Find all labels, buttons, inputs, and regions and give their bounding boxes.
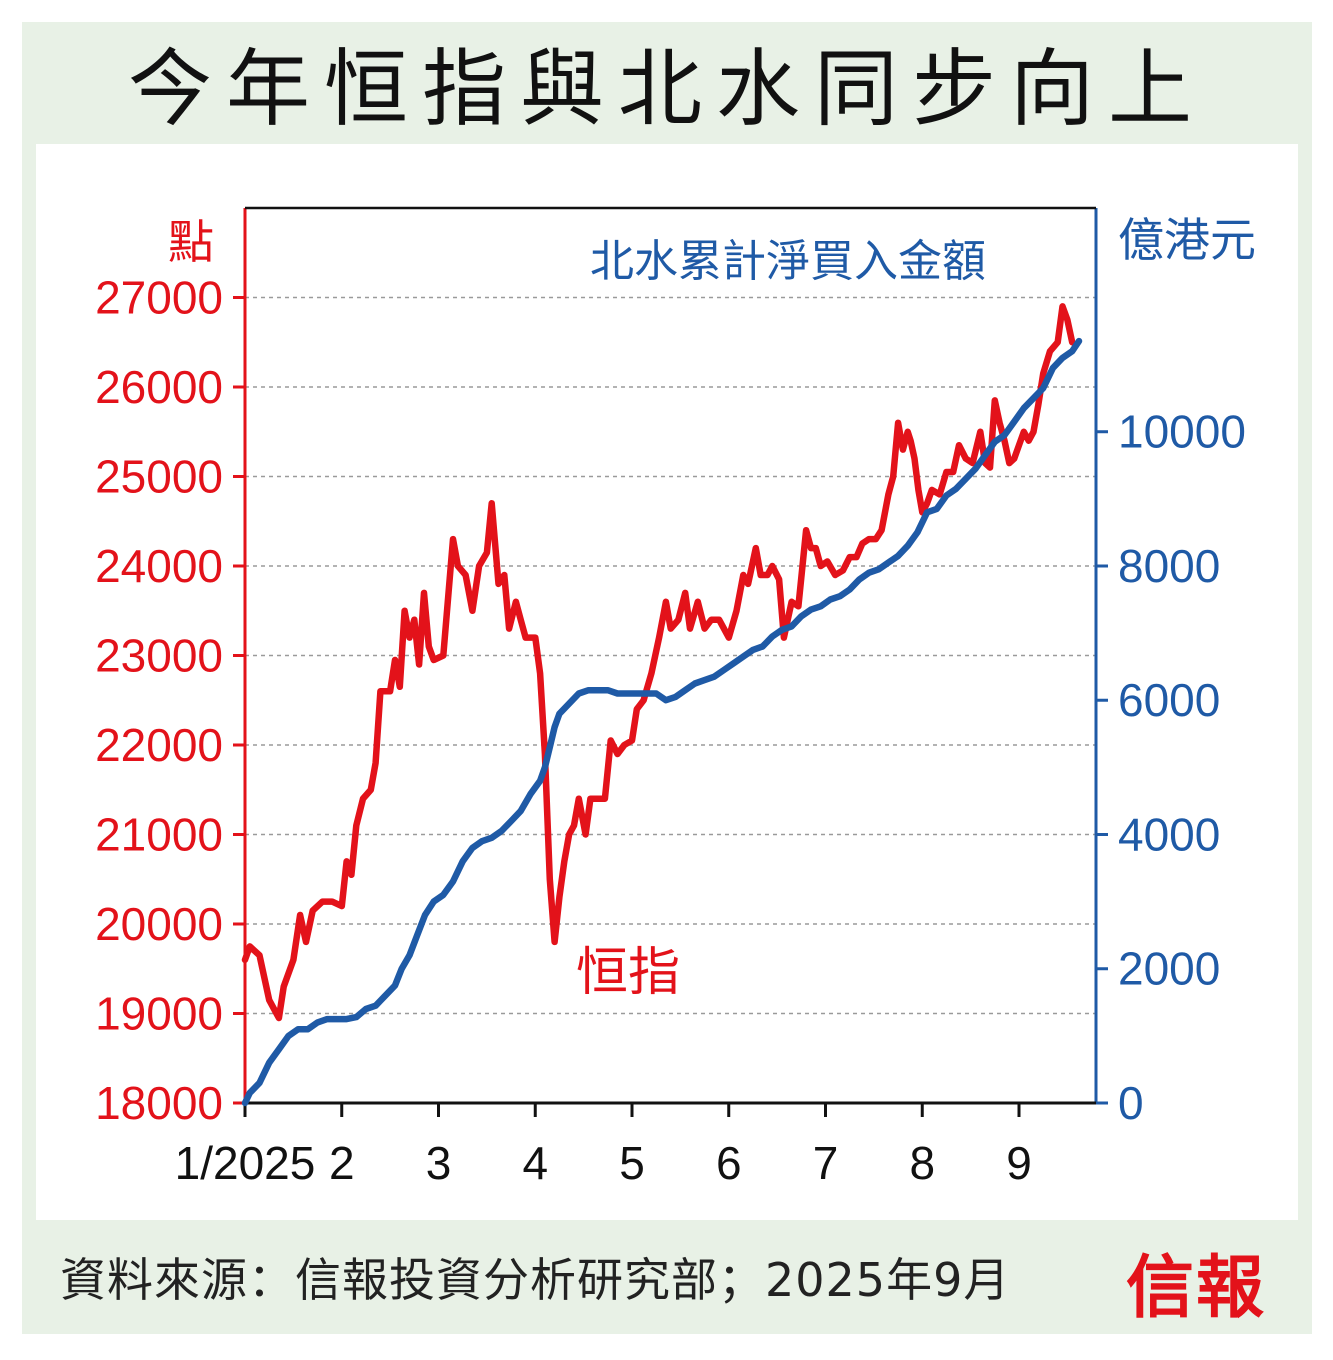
- right-tick-label: 4000: [1118, 808, 1220, 860]
- right-tick-label: 0: [1118, 1077, 1144, 1129]
- northbound-line: [241, 337, 1083, 1107]
- x-tick-label: 3: [426, 1137, 452, 1189]
- footer: 資料來源：信報投資分析研究部；2025年9月 信報: [22, 1222, 1312, 1334]
- right-tick-label: 2000: [1118, 943, 1220, 995]
- left-tick-label: 18000: [95, 1077, 223, 1129]
- left-tick-label: 23000: [95, 630, 223, 682]
- x-tick-label: 6: [716, 1137, 742, 1189]
- left-tick-label: 19000: [95, 988, 223, 1040]
- x-tick-label: 2: [329, 1137, 355, 1189]
- right-tick-label: 6000: [1118, 674, 1220, 726]
- gridlines: [245, 296, 1096, 1015]
- northbound-series-label: 北水累計淨買入金額: [590, 236, 986, 287]
- x-tick-label: 7: [813, 1137, 839, 1189]
- x-tick-label: 5: [619, 1137, 645, 1189]
- chart-title: 今年恒指與北水同步向上: [127, 39, 1206, 138]
- left-tick-label: 26000: [95, 361, 223, 413]
- hkej-logo: 信報: [1126, 1248, 1267, 1328]
- left-tick-label: 24000: [95, 540, 223, 592]
- x-tick-label: 8: [909, 1137, 935, 1189]
- left-tick-label: 21000: [95, 809, 223, 861]
- hsi-line: [241, 303, 1076, 1022]
- left-axis-unit-label: 點: [168, 215, 214, 269]
- x-tick-label: 4: [522, 1137, 548, 1189]
- x-tick-label: 9: [1006, 1137, 1032, 1189]
- left-tick-label: 27000: [95, 272, 223, 324]
- tick-labels: 1800019000200002100022000230002400025000…: [95, 272, 1246, 1190]
- left-tick-label: 20000: [95, 898, 223, 950]
- left-tick-label: 25000: [95, 451, 223, 503]
- left-tick-label: 22000: [95, 719, 223, 771]
- right-axis-unit-label: 億港元: [1118, 213, 1256, 267]
- series-lines: [241, 303, 1083, 1107]
- source-note: 資料來源：信報投資分析研究部；2025年9月: [60, 1253, 1011, 1307]
- hsi-series-label: 恒指: [576, 943, 680, 1003]
- right-tick-label: 8000: [1118, 540, 1220, 592]
- right-tick-label: 10000: [1118, 406, 1246, 458]
- x-tick-label: 1/2025: [175, 1137, 316, 1189]
